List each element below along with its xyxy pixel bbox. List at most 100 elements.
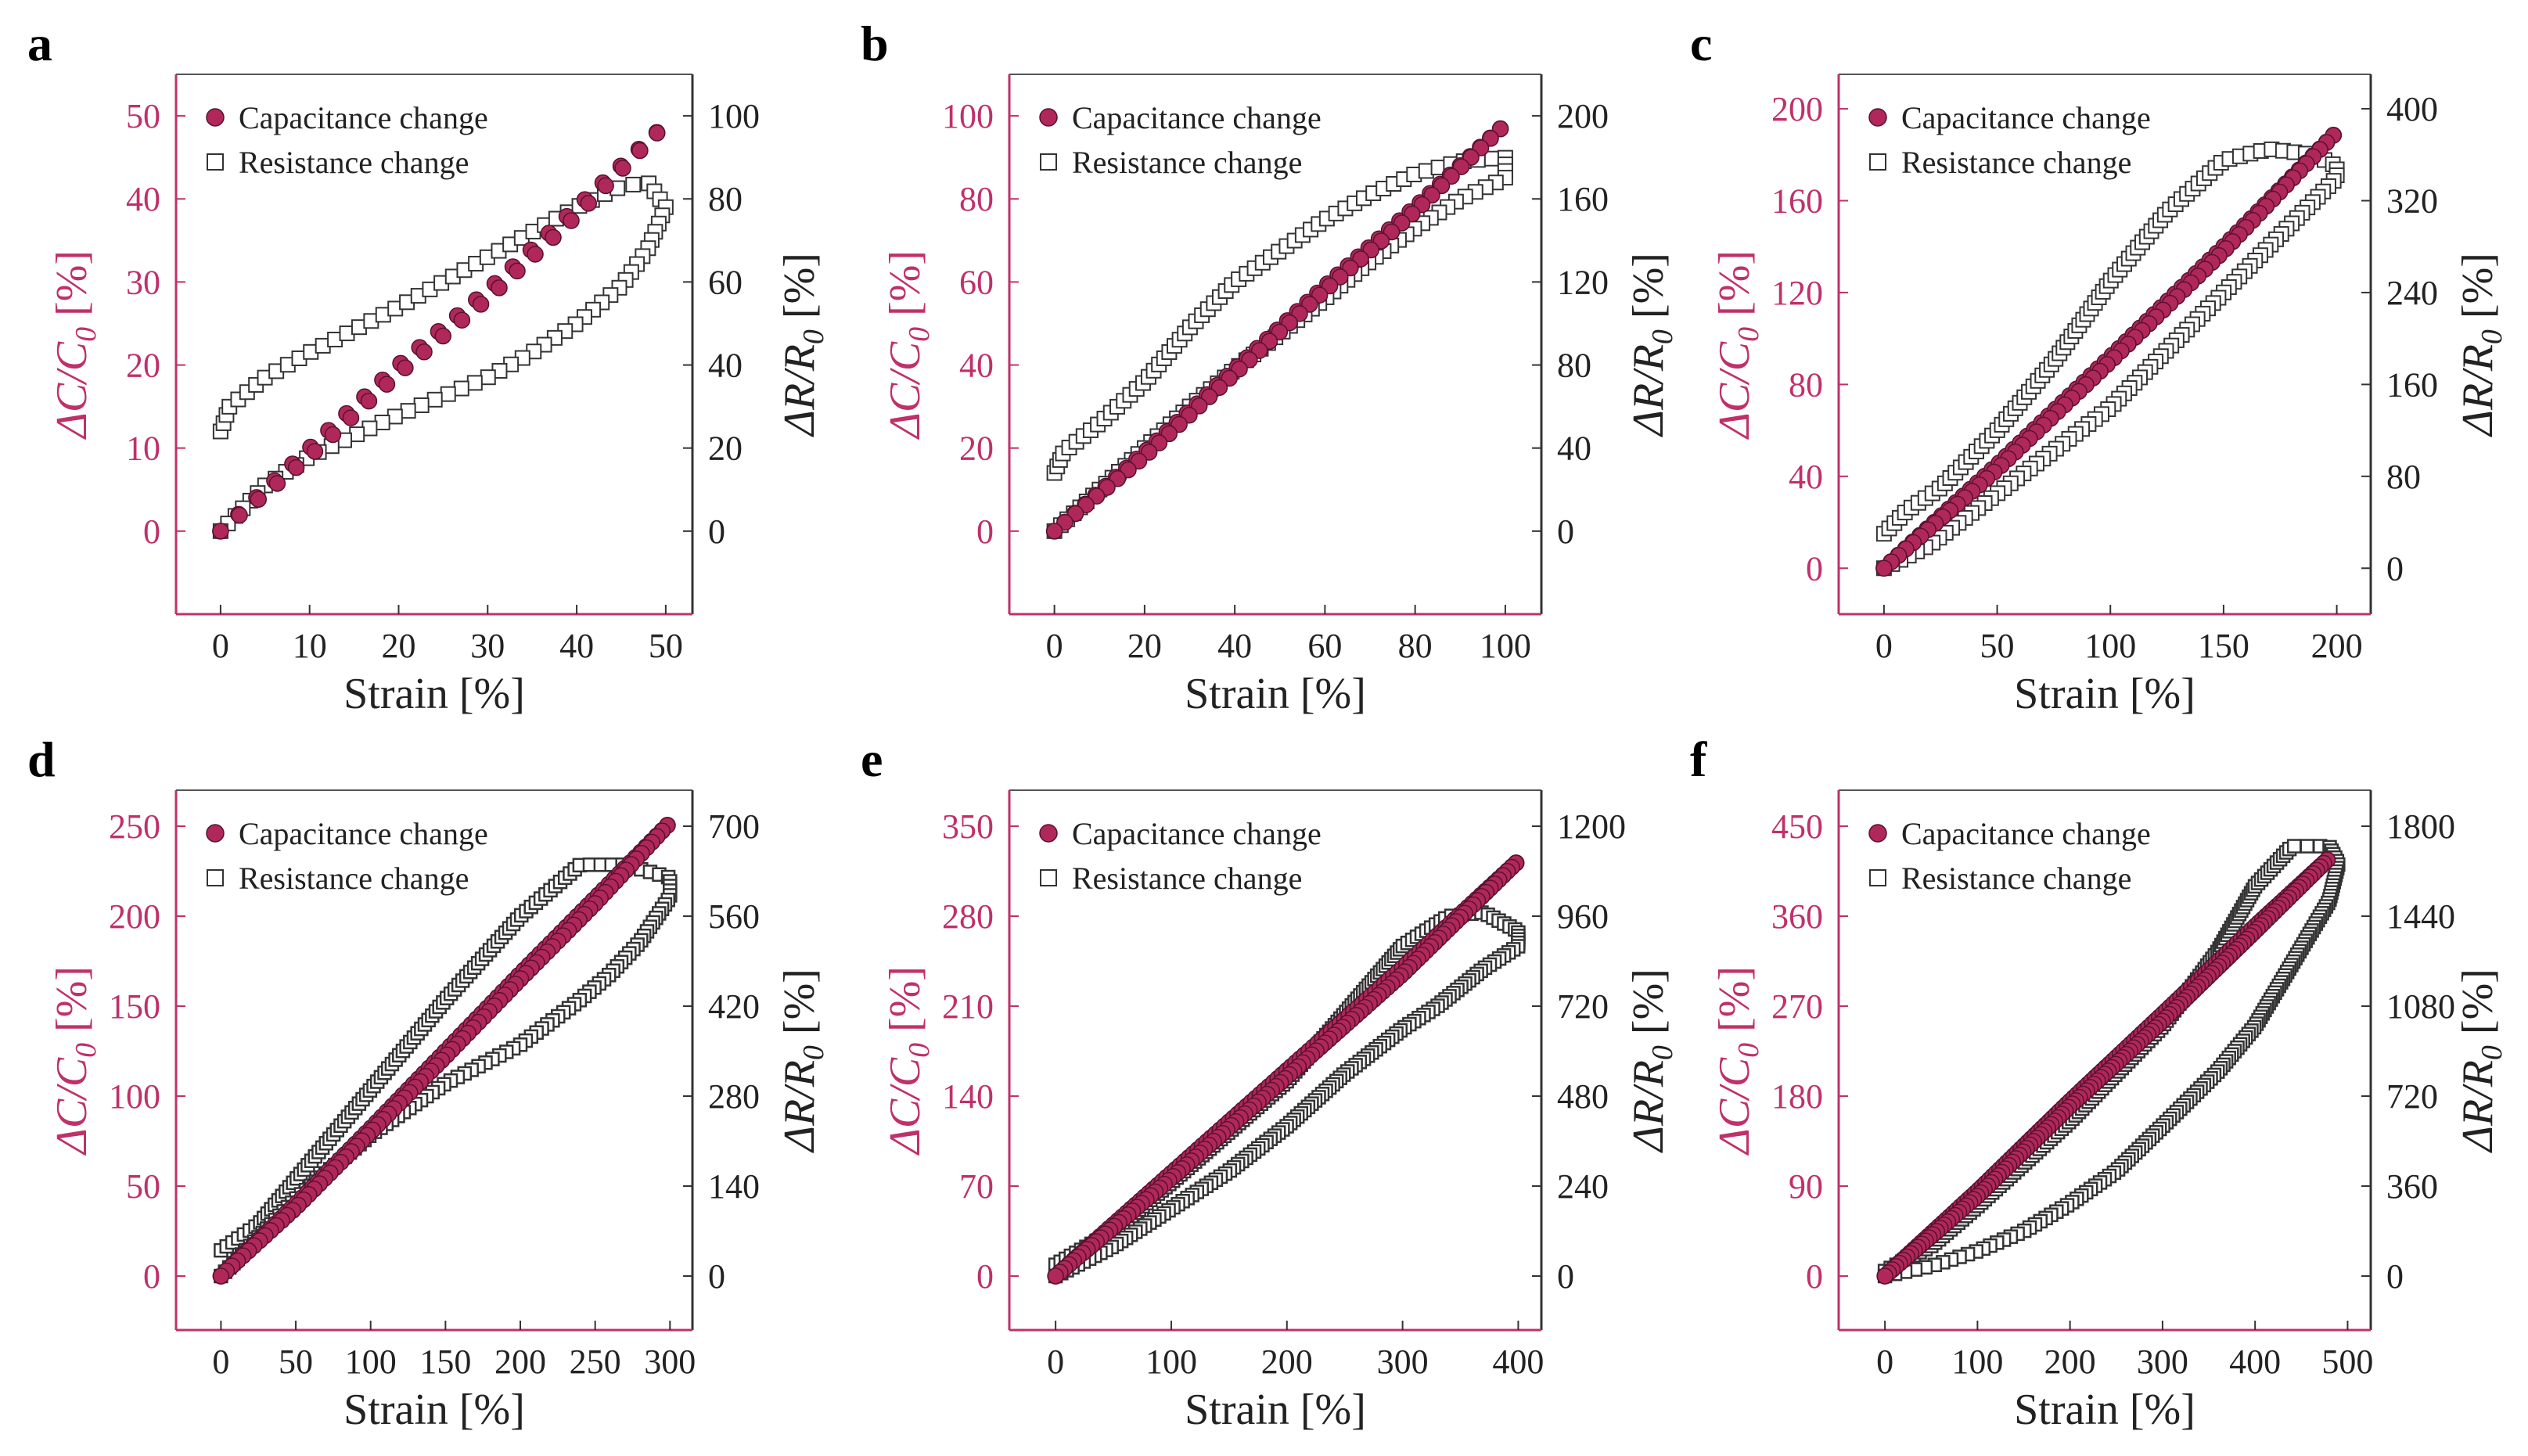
- y-right-tick-label: 720: [2386, 1077, 2438, 1116]
- legend-resistance-label: Resistance change: [1072, 861, 1302, 896]
- y-right-axis-label: ΔR/R0 [%]: [2454, 253, 2508, 437]
- capacitance-point: [580, 195, 598, 212]
- legend-resistance-label: Resistance change: [239, 861, 469, 896]
- x-tick-label: 300: [2137, 1343, 2188, 1381]
- x-tick-label: 150: [419, 1343, 471, 1381]
- x-tick-label: 200: [1261, 1343, 1313, 1381]
- x-tick-label: 100: [1145, 1343, 1197, 1381]
- y-left-tick-label: 200: [1771, 90, 1823, 128]
- capacitance-point: [434, 327, 451, 345]
- x-tick-label: 500: [2321, 1343, 2373, 1381]
- panel-letter-f: f: [1690, 732, 1707, 787]
- y-right-tick-label: 100: [708, 97, 760, 135]
- y-left-tick-label: 280: [942, 897, 994, 936]
- y-left-tick-label: 30: [126, 263, 160, 301]
- legend-capacitance-marker: [1868, 108, 1887, 127]
- y-right-axis-label: ΔR/R0 [%]: [1624, 969, 1679, 1153]
- y-right-tick-label: 200: [1557, 97, 1609, 135]
- capacitance-point: [268, 475, 286, 492]
- y-left-tick-label: 60: [959, 263, 994, 301]
- capacitance-point: [378, 376, 396, 393]
- x-tick-label: 0: [212, 627, 229, 665]
- y-right-tick-label: 560: [708, 897, 760, 936]
- y-right-tick-label: 0: [2386, 549, 2404, 588]
- y-left-axis-label: ΔC/C0 [%]: [48, 966, 102, 1156]
- capacitance-point: [472, 296, 490, 313]
- legend-capacitance-marker: [1039, 824, 1058, 843]
- capacitance-point: [597, 177, 614, 195]
- capacitance-point: [545, 228, 562, 246]
- x-axis-label: Strain [%]: [2014, 1386, 2195, 1434]
- y-left-tick-label: 120: [1771, 274, 1823, 312]
- legend-resistance-marker: [1869, 153, 1886, 171]
- legend-capacitance-label: Capacitance change: [1072, 100, 1322, 135]
- y-right-tick-label: 720: [1557, 987, 1609, 1026]
- capacitance-point: [287, 458, 305, 476]
- y-left-axis-label: ΔC/C0 [%]: [881, 966, 936, 1156]
- y-left-tick-label: 250: [109, 807, 160, 846]
- legend-resistance-marker: [1869, 869, 1886, 886]
- capacitance-point: [415, 343, 433, 361]
- panel-letter-e: e: [861, 732, 883, 787]
- x-tick-label: 200: [2311, 627, 2363, 665]
- legend-capacitance-label: Capacitance change: [1901, 816, 2151, 851]
- resistance-point: [480, 369, 496, 386]
- resistance-point: [466, 375, 483, 391]
- legend-capacitance-marker: [1868, 824, 1887, 843]
- x-tick-label: 100: [1480, 627, 1531, 665]
- y-left-tick-label: 50: [126, 97, 160, 135]
- x-tick-label: 60: [1307, 627, 1342, 665]
- y-right-tick-label: 400: [2386, 90, 2438, 128]
- capacitance-point: [563, 212, 580, 229]
- x-tick-label: 40: [1217, 627, 1252, 665]
- y-right-tick-label: 0: [1557, 1257, 1574, 1296]
- capacitance-point: [1875, 559, 1893, 577]
- capacitance-point: [1047, 1267, 1064, 1285]
- y-left-tick-label: 360: [1771, 897, 1823, 936]
- capacitance-point: [397, 359, 414, 376]
- y-left-tick-label: 0: [143, 512, 160, 551]
- y-right-tick-label: 40: [1557, 430, 1591, 468]
- x-tick-label: 50: [649, 627, 683, 665]
- y-left-tick-label: 40: [126, 180, 160, 218]
- y-right-tick-label: 80: [2386, 458, 2421, 496]
- x-tick-label: 50: [1980, 627, 2015, 665]
- y-left-tick-label: 270: [1771, 987, 1823, 1026]
- x-tick-label: 0: [1876, 1343, 1893, 1381]
- legend-capacitance-label: Capacitance change: [239, 100, 488, 135]
- legend-capacitance-label: Capacitance change: [239, 816, 488, 851]
- y-right-axis-label: ΔR/R0 [%]: [2454, 969, 2508, 1153]
- y-right-tick-label: 240: [2386, 274, 2438, 312]
- y-right-axis-label: ΔR/R0 [%]: [775, 253, 830, 437]
- y-left-tick-label: 150: [109, 987, 160, 1026]
- y-right-tick-label: 1080: [2386, 987, 2455, 1026]
- y-right-tick-label: 160: [2386, 365, 2438, 404]
- capacitance-point: [324, 426, 342, 444]
- y-right-tick-label: 20: [708, 430, 743, 468]
- legend-resistance-marker: [207, 869, 224, 886]
- y-right-tick-label: 0: [1557, 512, 1574, 551]
- x-tick-label: 20: [381, 627, 415, 665]
- y-left-axis-label: ΔC/C0 [%]: [1710, 250, 1765, 440]
- resistance-point: [400, 403, 416, 419]
- y-left-tick-label: 160: [1771, 182, 1823, 220]
- y-left-tick-label: 180: [1771, 1077, 1823, 1116]
- y-left-tick-label: 200: [109, 897, 160, 936]
- resistance-point: [2300, 839, 2314, 854]
- capacitance-point: [649, 124, 666, 142]
- y-right-tick-label: 140: [708, 1167, 760, 1206]
- y-left-tick-label: 0: [1806, 1257, 1823, 1296]
- y-left-tick-label: 90: [1789, 1167, 1823, 1206]
- y-right-tick-label: 0: [708, 1257, 725, 1296]
- capacitance-point: [342, 409, 360, 426]
- y-left-tick-label: 0: [976, 1257, 994, 1296]
- x-tick-label: 300: [1377, 1343, 1429, 1381]
- y-left-tick-label: 10: [126, 430, 160, 468]
- panel-letter-b: b: [861, 16, 889, 71]
- y-left-axis-label: ΔC/C0 [%]: [1710, 966, 1765, 1156]
- capacitance-point: [212, 523, 229, 540]
- y-right-tick-label: 160: [1557, 180, 1609, 218]
- y-left-tick-label: 0: [143, 1257, 160, 1296]
- legend-capacitance-label: Capacitance change: [1901, 100, 2151, 135]
